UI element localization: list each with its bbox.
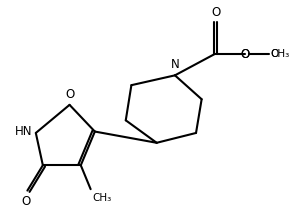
Text: O: O	[241, 48, 250, 61]
Text: O: O	[241, 48, 250, 61]
Text: HN: HN	[15, 125, 32, 138]
Text: N: N	[171, 58, 179, 71]
Text: CH₃: CH₃	[92, 192, 111, 202]
Text: CH₃: CH₃	[270, 49, 290, 59]
Text: O: O	[21, 195, 31, 208]
Text: O: O	[65, 88, 74, 101]
Text: O: O	[211, 6, 220, 19]
Text: O: O	[270, 49, 279, 59]
